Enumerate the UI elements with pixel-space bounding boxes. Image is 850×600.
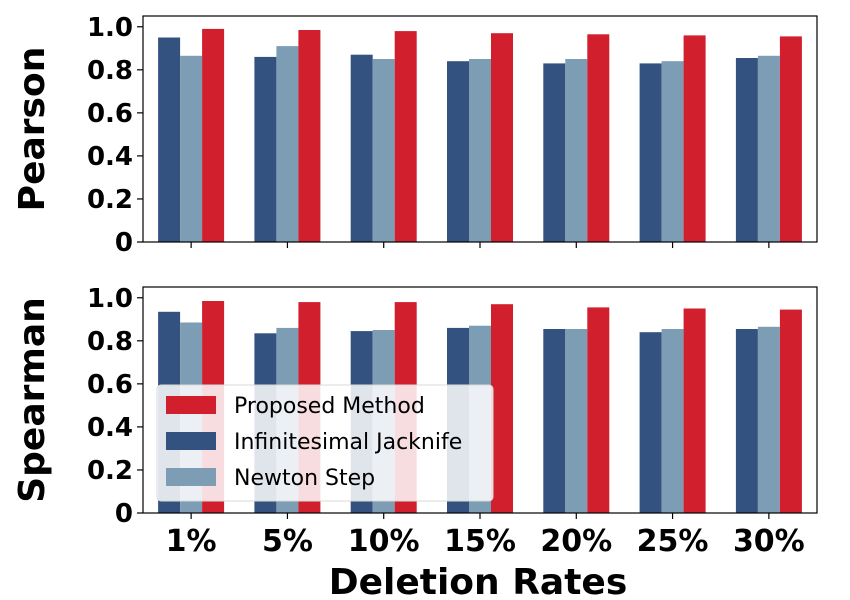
bar-infinitesimal-jacknife-25pct xyxy=(639,63,662,243)
bar-proposed-method-30pct xyxy=(779,309,802,513)
chart-panel-spearman: 0 0.2 0.4 0.6 0.8 1.0 Spearman 1% 5% 10% 15% 20% 25%… xyxy=(12,284,818,600)
y-axis-title: Spearman xyxy=(12,297,53,503)
bar-proposed-method-25pct xyxy=(683,35,706,243)
legend: Proposed Method Infinitesimal Jacknife New… xyxy=(156,384,494,502)
x-tick-label-10pct: 10% xyxy=(348,524,420,559)
legend-label-proposed-method: Proposed Method xyxy=(234,394,425,419)
bar-newton-step-5pct xyxy=(276,46,299,242)
legend-box xyxy=(156,384,494,502)
bar-proposed-method-15pct xyxy=(491,304,513,513)
x-tick-label-30pct: 30% xyxy=(733,524,805,559)
bar-infinitesimal-jacknife-20pct xyxy=(543,63,566,243)
y-tick-label: 0.6 xyxy=(87,370,133,400)
bar-proposed-method-20pct xyxy=(587,34,610,242)
y-tick-label: 0.4 xyxy=(87,413,133,443)
bar-proposed-method-1pct xyxy=(202,28,225,243)
y-tick-label: 0.8 xyxy=(87,327,133,357)
bar-newton-step-30pct xyxy=(757,55,780,242)
x-axis-title: Deletion Rates xyxy=(329,562,628,600)
bar-proposed-method-20pct xyxy=(587,307,610,513)
bar-newton-step-1pct xyxy=(180,55,203,242)
bar-infinitesimal-jacknife-10pct xyxy=(350,54,373,243)
bar-infinitesimal-jacknife-20pct xyxy=(543,329,566,513)
bar-proposed-method-15pct xyxy=(491,33,513,243)
bar-newton-step-20pct xyxy=(565,59,588,242)
bar-proposed-method-30pct xyxy=(779,36,802,243)
bar-newton-step-10pct xyxy=(372,59,395,242)
legend-swatch-proposed-method xyxy=(166,396,216,414)
bar-infinitesimal-jacknife-25pct xyxy=(639,332,662,513)
x-tick-label-20pct: 20% xyxy=(540,524,612,559)
legend-swatch-infinitesimal-jacknife xyxy=(166,432,216,450)
y-axis-title: Pearson xyxy=(12,47,53,212)
x-tick-label-1pct: 1% xyxy=(166,524,217,559)
y-tick-label: 0.4 xyxy=(87,142,133,172)
y-tick-label: 1.0 xyxy=(87,13,133,43)
x-tick-label-15pct: 15% xyxy=(444,524,516,559)
chart-panel-pearson: 0 0.2 0.4 0.6 0.8 1.0 Pearson xyxy=(12,13,818,258)
bar-proposed-method-5pct xyxy=(298,30,321,242)
bar-infinitesimal-jacknife-15pct xyxy=(447,61,469,243)
bar-newton-step-25pct xyxy=(661,329,684,513)
bar-infinitesimal-jacknife-5pct xyxy=(254,56,277,243)
x-tick-label-5pct: 5% xyxy=(262,524,313,559)
bar-infinitesimal-jacknife-30pct xyxy=(735,58,758,242)
y-tick-label: 0.2 xyxy=(87,185,133,215)
bar-proposed-method-10pct xyxy=(394,31,417,242)
bar-newton-step-25pct xyxy=(661,61,684,243)
bar-proposed-method-25pct xyxy=(683,308,706,513)
bar-newton-step-30pct xyxy=(757,326,780,513)
legend-label-infinitesimal-jacknife: Infinitesimal Jacknife xyxy=(234,430,462,455)
bar-infinitesimal-jacknife-1pct xyxy=(158,37,181,242)
legend-label-newton-step: Newton Step xyxy=(234,466,375,491)
legend-swatch-newton-step xyxy=(166,468,216,486)
y-tick-label: 0 xyxy=(115,228,133,258)
y-tick-label: 0.8 xyxy=(87,56,133,86)
y-tick-label: 0 xyxy=(115,499,133,529)
y-tick-label: 0.2 xyxy=(87,456,133,486)
y-tick-label: 1.0 xyxy=(87,284,133,314)
y-tick-label: 0.6 xyxy=(87,99,133,129)
bar-newton-step-20pct xyxy=(565,329,588,513)
bar-infinitesimal-jacknife-30pct xyxy=(735,329,758,513)
bar-newton-step-15pct xyxy=(469,59,491,242)
x-tick-label-25pct: 25% xyxy=(637,524,709,559)
